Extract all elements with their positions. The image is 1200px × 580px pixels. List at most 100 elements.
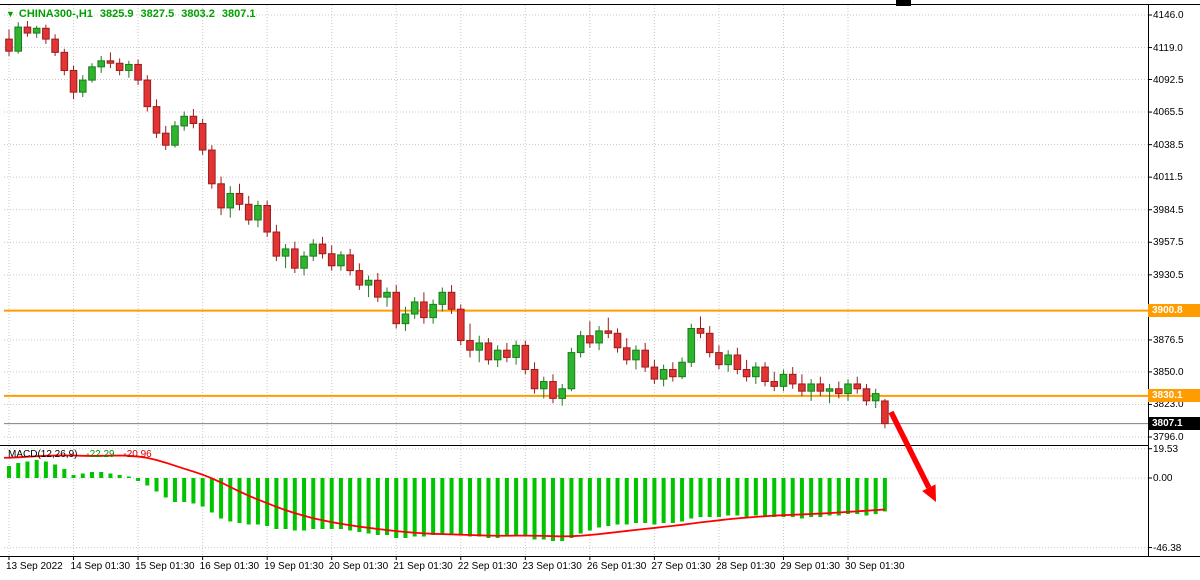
macd-signal-line xyxy=(4,454,885,538)
macd-bar xyxy=(329,478,334,529)
candle-body xyxy=(327,253,336,267)
candle-body xyxy=(254,205,262,221)
candle-body xyxy=(23,26,32,34)
macd-bar xyxy=(477,478,482,537)
candle-body xyxy=(420,301,428,319)
candle-body xyxy=(346,254,354,272)
macd-bar xyxy=(578,478,583,534)
macd-bar xyxy=(385,478,390,535)
date-axis-label: 29 Sep 01:30 xyxy=(780,561,840,572)
candle-body xyxy=(484,342,493,361)
price-axis-label: 3957.5 xyxy=(1153,237,1184,249)
macd-bar xyxy=(108,473,113,478)
date-axis-label: 15 Sep 01:30 xyxy=(135,561,195,572)
macd-bar xyxy=(624,478,629,525)
macd-bar xyxy=(846,478,851,514)
candle-body xyxy=(392,291,401,325)
macd-bar xyxy=(136,478,141,481)
candle-body xyxy=(586,335,594,344)
price-axis-label: 4011.5 xyxy=(1153,172,1183,184)
macd-bar xyxy=(126,476,131,478)
macd-bar xyxy=(117,475,122,478)
macd-bar xyxy=(744,478,749,517)
date-axis-label: 26 Sep 01:30 xyxy=(586,561,647,572)
macd-bar xyxy=(799,478,804,519)
macd-bar xyxy=(71,475,76,478)
candle-body xyxy=(291,248,299,269)
candle-body xyxy=(669,368,677,378)
macd-bar xyxy=(302,478,307,531)
candle-body xyxy=(78,79,87,93)
candle-body xyxy=(42,27,50,40)
candle-body xyxy=(779,373,788,387)
candle-body xyxy=(161,132,170,146)
current-price-badge: 3807.1 xyxy=(1148,417,1200,431)
date-axis-label: 30 Sep 01:30 xyxy=(845,561,905,572)
macd-bar xyxy=(228,478,233,522)
candle-body xyxy=(650,366,659,380)
candle-body xyxy=(724,354,732,366)
macd-bar xyxy=(707,478,712,517)
date-axis-label: 21 Sep 01:30 xyxy=(393,561,453,572)
macd-bar xyxy=(514,478,519,535)
candle-body xyxy=(539,381,548,390)
candle-body xyxy=(235,192,244,205)
macd-axis-label: -46.38 xyxy=(1153,542,1182,554)
macd-bar xyxy=(43,461,48,478)
macd-bar xyxy=(338,478,343,529)
quote-high: 3827.5 xyxy=(140,8,175,20)
macd-bar xyxy=(458,478,463,535)
candle-body xyxy=(60,51,69,71)
candle-body xyxy=(696,327,705,334)
macd-bar xyxy=(237,478,242,523)
candle-body xyxy=(475,342,484,351)
candle-body xyxy=(576,335,585,354)
candle-body xyxy=(558,388,567,399)
candle-body xyxy=(788,373,797,385)
macd-bar xyxy=(864,478,869,516)
macd-bar xyxy=(25,461,30,478)
macd-bar xyxy=(560,478,565,541)
macd-bar xyxy=(753,478,758,516)
price-axis-label: 3930.5 xyxy=(1153,269,1184,281)
macd-bar xyxy=(89,472,94,478)
date-axis-label: 28 Sep 01:30 xyxy=(715,561,776,572)
candle-body xyxy=(410,301,419,315)
candle-body xyxy=(733,354,742,370)
candle-body xyxy=(152,106,161,134)
macd-bar xyxy=(292,478,297,531)
candle-body xyxy=(678,361,686,378)
candle-body xyxy=(512,344,520,358)
macd-bar xyxy=(172,478,177,502)
macd-bar xyxy=(790,478,795,517)
candle-body xyxy=(115,62,124,71)
macd-bar xyxy=(265,478,270,526)
candle-body xyxy=(604,330,613,334)
macd-bar xyxy=(882,478,887,512)
candle-body xyxy=(871,393,880,402)
macd-bar xyxy=(431,478,436,535)
price-axis-label: 3984.5 xyxy=(1153,204,1184,216)
macd-bar xyxy=(532,478,537,540)
macd-bar xyxy=(670,478,675,523)
candle-body xyxy=(5,38,13,52)
candle-body xyxy=(383,291,391,298)
date-axis-label: 20 Sep 01:30 xyxy=(328,561,389,572)
candle-body xyxy=(447,291,456,310)
candle-body xyxy=(88,66,96,81)
macd-bar xyxy=(873,478,878,514)
candle-body xyxy=(862,388,871,402)
level-price-badge: 3830.1 xyxy=(1148,389,1200,403)
macd-bar xyxy=(348,478,353,531)
macd-bar xyxy=(274,478,279,529)
candle-body xyxy=(493,349,502,361)
candle-body xyxy=(770,381,779,387)
candle-body xyxy=(567,352,576,390)
macd-bar xyxy=(154,478,159,492)
quote-open: 3825.9 xyxy=(99,8,134,20)
symbol-dropdown-icon[interactable]: ▼ xyxy=(6,8,15,19)
macd-bar xyxy=(726,478,731,516)
macd-bar xyxy=(550,478,555,541)
candle-body xyxy=(613,332,622,349)
